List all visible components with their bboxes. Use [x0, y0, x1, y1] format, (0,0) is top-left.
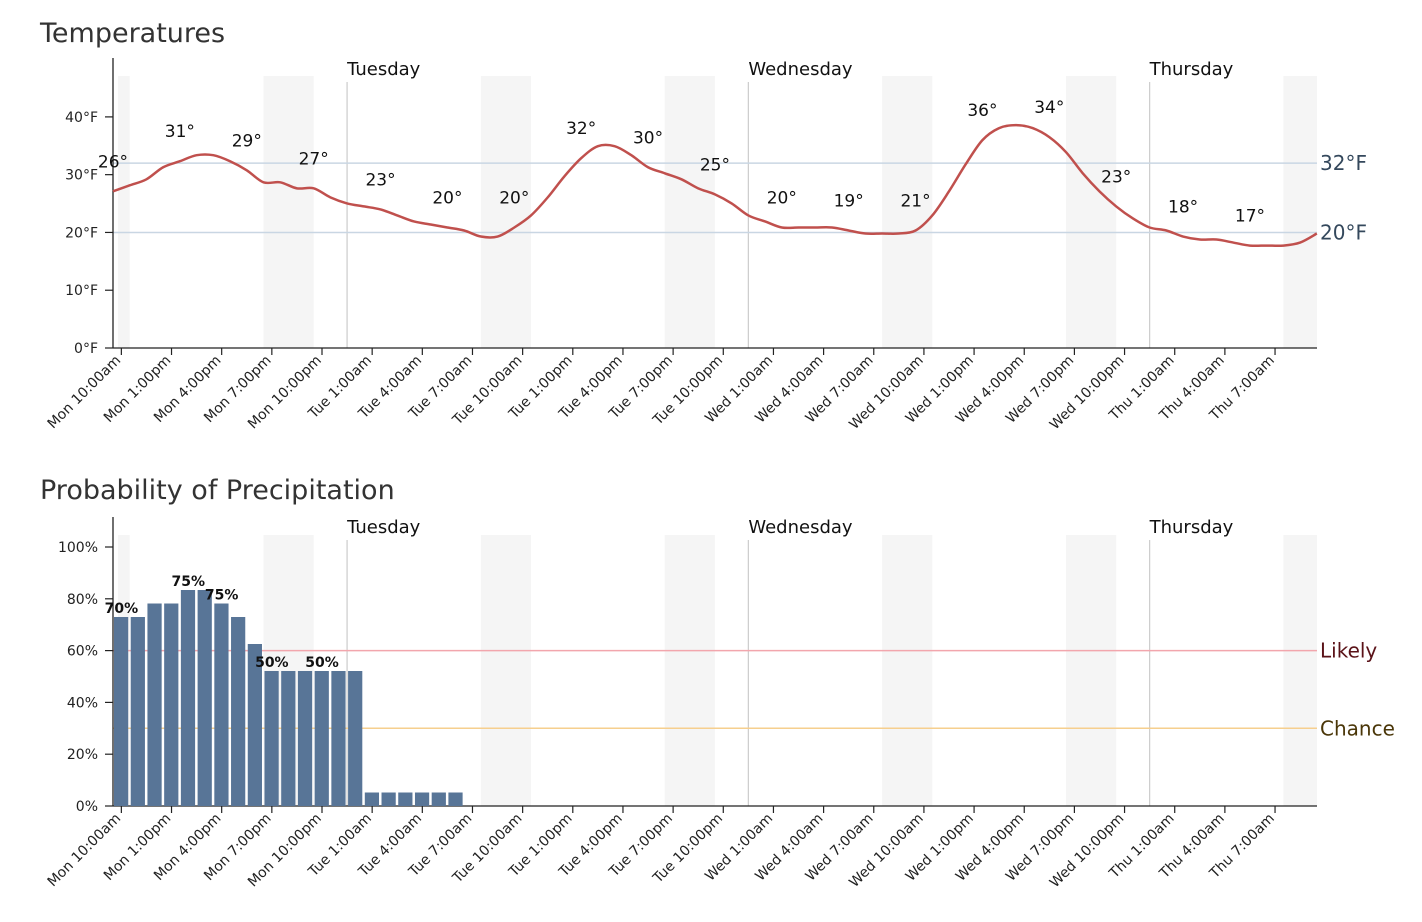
day-label-tuesday: Tuesday	[346, 59, 421, 80]
temperature-data-label: 20°	[767, 189, 797, 209]
temperature-data-label: 23°	[1101, 167, 1131, 187]
temperature-data-label: 17°	[1235, 207, 1265, 227]
reference-label-20f: 20°F	[1320, 220, 1367, 244]
night-shade-5	[1066, 535, 1117, 806]
temperature-data-label: 27°	[299, 149, 329, 169]
precip-bar	[197, 590, 212, 806]
night-shade-6	[1283, 76, 1317, 348]
precip-bar	[314, 671, 329, 806]
precip-bar	[448, 792, 463, 806]
precip-bar	[331, 671, 346, 806]
night-shade-3	[664, 76, 715, 348]
night-shade-6	[1283, 535, 1317, 806]
day-label-wednesday: Wednesday	[748, 59, 853, 80]
night-shade-5	[1066, 76, 1117, 348]
temperature-data-label: 21°	[900, 192, 930, 212]
precip-data-label: 70%	[105, 601, 139, 617]
temperature-data-label: 26°	[98, 152, 128, 172]
temperature-data-label: 23°	[365, 170, 395, 190]
precip-data-label: 75%	[171, 574, 205, 590]
precip-bar	[231, 617, 246, 806]
precip-bar	[247, 644, 262, 806]
y-tick-label: 0°F	[74, 341, 98, 357]
precip-bar	[297, 671, 313, 806]
temperature-data-label: 18°	[1168, 198, 1198, 218]
reference-label-likely: Likely	[1320, 639, 1377, 663]
y-tick-label: 10°F	[65, 283, 98, 299]
night-shade-4	[882, 535, 933, 806]
precip-bar	[381, 792, 396, 806]
night-shade-0	[118, 76, 130, 348]
precip-bar	[398, 792, 413, 806]
day-label-tuesday: Tuesday	[346, 517, 421, 538]
day-label-wednesday: Wednesday	[748, 517, 853, 538]
y-tick-label: 40%	[67, 695, 98, 711]
night-shade-2	[480, 535, 531, 806]
precipitation-chart-title: Probability of Precipitation	[40, 475, 395, 506]
reference-label-chance: Chance	[1320, 716, 1395, 740]
precip-bar	[180, 590, 196, 806]
y-tick-label: 20°F	[65, 225, 98, 241]
precip-bar	[281, 671, 296, 806]
temperature-data-label: 29°	[232, 131, 262, 151]
precip-bar	[364, 792, 380, 806]
temperature-data-label: 36°	[967, 101, 997, 121]
night-shade-3	[664, 535, 715, 806]
precip-bar	[348, 671, 363, 806]
y-tick-label: 80%	[67, 592, 98, 608]
precip-data-label: 75%	[205, 588, 239, 604]
night-shade-1	[263, 76, 314, 348]
y-tick-label: 60%	[67, 644, 98, 660]
temperature-data-label: 30°	[633, 128, 663, 148]
temperature-series-line	[112, 123, 1318, 248]
precipitation-chart: Tuesday Wednesday Thursday Likely Chance 0% 20…	[45, 517, 1395, 891]
night-shade-2	[480, 76, 531, 348]
y-tick-label: 40°F	[65, 110, 98, 126]
temperature-data-label: 19°	[834, 192, 864, 212]
night-shade-4	[882, 76, 933, 348]
precip-bar	[431, 792, 446, 806]
temperature-data-label: 31°	[165, 122, 195, 142]
y-tick-label: 0%	[76, 799, 98, 815]
y-tick-label: 100%	[58, 540, 98, 556]
precip-bar	[114, 617, 129, 806]
precip-bar	[164, 603, 179, 806]
temperature-chart: Tuesday Wednesday Thursday 32°F 20°F 0°F 10°F 2…	[45, 58, 1367, 433]
day-label-thursday: Thursday	[1149, 59, 1234, 80]
day-label-thursday: Thursday	[1149, 517, 1234, 538]
precip-data-label: 50%	[255, 655, 289, 671]
precip-bar	[214, 603, 229, 806]
y-tick-label: 30°F	[65, 168, 98, 184]
precip-bar	[414, 792, 430, 806]
precip-bar	[264, 671, 279, 806]
temperature-data-label: 25°	[700, 155, 730, 175]
precip-bar	[130, 617, 145, 806]
temperature-data-label: 20°	[432, 189, 462, 209]
temperature-chart-title: Temperatures	[39, 18, 225, 49]
temperature-data-label: 32°	[566, 119, 596, 139]
precip-data-label: 50%	[305, 655, 339, 671]
temperature-data-label: 34°	[1034, 98, 1064, 118]
y-tick-label: 20%	[67, 747, 98, 763]
temperature-data-label: 20°	[499, 189, 529, 209]
reference-label-32f: 32°F	[1320, 151, 1367, 175]
precip-bar	[147, 603, 162, 806]
